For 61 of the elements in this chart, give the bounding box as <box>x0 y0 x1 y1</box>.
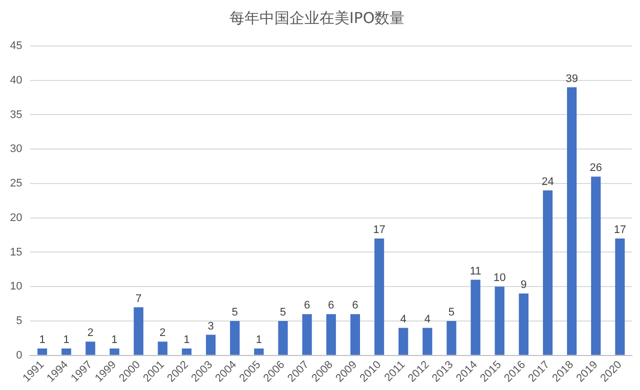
bar <box>591 176 601 355</box>
data-label: 6 <box>352 300 358 312</box>
y-tick-label: 10 <box>10 280 22 293</box>
data-label: 7 <box>135 292 142 305</box>
data-label: 1 <box>63 334 70 346</box>
y-tick-label: 15 <box>10 246 22 258</box>
bar <box>446 320 456 355</box>
bar <box>206 334 216 355</box>
data-label: 2 <box>87 327 94 340</box>
y-tick-label: 40 <box>10 74 22 86</box>
data-label: 1 <box>39 334 46 346</box>
bar <box>398 328 408 355</box>
data-label: 11 <box>470 265 482 278</box>
bar <box>374 238 384 355</box>
data-label: 39 <box>566 72 578 85</box>
data-label: 10 <box>493 272 506 284</box>
data-label: 5 <box>448 306 455 319</box>
bar <box>230 320 240 355</box>
bar <box>182 348 192 355</box>
bar <box>86 342 96 355</box>
data-label: 5 <box>280 306 286 319</box>
bar <box>302 314 312 355</box>
bar <box>518 293 528 355</box>
bar <box>470 280 480 355</box>
bar <box>567 87 577 355</box>
data-label: 6 <box>328 300 334 312</box>
data-label: 1 <box>111 334 118 346</box>
chart-title: 每年中国企业在美IPO数量 <box>229 8 405 27</box>
data-label: 26 <box>590 162 602 174</box>
data-label: 2 <box>160 327 166 340</box>
bar <box>62 348 72 355</box>
data-label: 4 <box>400 313 406 326</box>
bar <box>37 348 48 355</box>
bar <box>615 238 625 355</box>
y-tick-label: 5 <box>16 315 22 328</box>
data-label: 1 <box>184 334 190 346</box>
bar <box>326 314 336 355</box>
data-label: 24 <box>542 176 554 188</box>
data-label: 4 <box>424 313 430 326</box>
bar <box>110 348 120 355</box>
y-tick-label: 30 <box>10 143 22 156</box>
data-label: 1 <box>256 334 262 346</box>
y-tick-label: 35 <box>10 108 22 121</box>
data-label: 6 <box>304 300 310 312</box>
bar <box>350 314 360 355</box>
bar <box>278 320 288 355</box>
bar <box>494 286 504 355</box>
data-label: 3 <box>208 320 214 332</box>
bar <box>542 190 553 355</box>
bar <box>422 328 432 355</box>
y-tick-label: 25 <box>10 178 22 190</box>
data-label: 5 <box>232 306 238 319</box>
y-tick-label: 20 <box>10 212 22 224</box>
data-label: 9 <box>520 279 527 292</box>
data-label: 17 <box>373 224 386 236</box>
bar <box>134 307 144 355</box>
bar <box>158 342 168 355</box>
y-tick-label: 0 <box>16 349 22 362</box>
y-tick-label: 45 <box>10 40 22 52</box>
bar <box>254 348 264 355</box>
data-label: 17 <box>614 224 626 236</box>
